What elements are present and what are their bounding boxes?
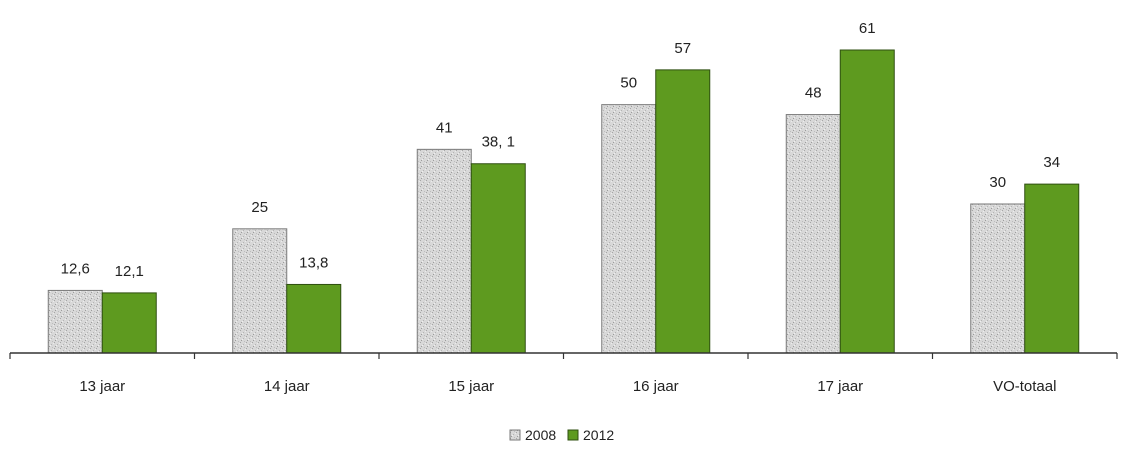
bar-2012-3 <box>470 163 526 354</box>
data-label-2008-1: 12,6 <box>61 260 90 277</box>
legend-swatch-2008 <box>509 429 521 441</box>
bar-2008-4 <box>601 104 657 354</box>
x-tick-label-2: 14 jaar <box>264 378 310 395</box>
legend-swatch-2012 <box>567 429 579 441</box>
data-label-2008-2: 25 <box>251 199 268 216</box>
bar-2012-5 <box>839 49 895 354</box>
bar-2012-1 <box>101 292 157 354</box>
data-label-2008-4: 50 <box>620 75 637 92</box>
data-label-2008-5: 48 <box>805 85 822 102</box>
data-label-2012-6: 34 <box>1043 154 1060 171</box>
data-label-2012-3: 38, 1 <box>482 134 515 151</box>
bars <box>47 49 1080 354</box>
x-tick-label-5: 17 jaar <box>817 378 863 395</box>
bar-2008-3 <box>416 148 472 354</box>
data-label-2012-5: 61 <box>859 20 876 37</box>
x-tick-label-1: 13 jaar <box>79 378 125 395</box>
x-tick-label-4: 16 jaar <box>633 378 679 395</box>
bar-2012-4 <box>655 69 711 354</box>
bar-2008-6 <box>970 203 1026 354</box>
x-axis: 13 jaar 14 jaar 15 jaar 16 jaar 17 jaar VO-to… <box>9 352 1118 395</box>
bar-2012-6 <box>1024 183 1080 354</box>
x-tick-label-6: VO-totaal <box>993 378 1056 395</box>
legend: 2008 2012 <box>509 427 614 443</box>
value-labels: 12,6 12,1 25 13,8 41 38, 1 50 57 48 61 30 34 <box>61 20 1060 280</box>
data-label-2012-2: 13,8 <box>299 254 328 271</box>
x-tick-label-3: 15 jaar <box>448 378 494 395</box>
legend-label-2012: 2012 <box>583 427 614 443</box>
data-label-2008-3: 41 <box>436 119 453 136</box>
bar-2008-2 <box>232 228 288 354</box>
bar-2012-2 <box>286 283 342 354</box>
legend-label-2008: 2008 <box>525 427 556 443</box>
data-label-2012-1: 12,1 <box>115 263 144 280</box>
bar-2008-1 <box>47 289 103 354</box>
bar-2008-5 <box>785 114 841 354</box>
data-label-2012-4: 57 <box>674 40 691 57</box>
data-label-2008-6: 30 <box>989 174 1006 191</box>
